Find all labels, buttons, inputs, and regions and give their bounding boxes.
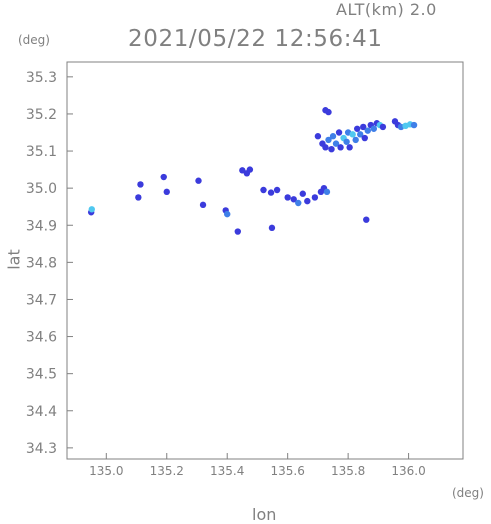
echo-point	[137, 181, 144, 188]
y-tick-label: 34.4	[26, 404, 57, 420]
y-tick-label: 35.0	[26, 181, 57, 197]
echo-point	[353, 125, 361, 132]
echo-point	[379, 123, 387, 131]
y-tick-label: 34.5	[26, 367, 57, 383]
echo-point	[325, 108, 332, 116]
y-tick-label: 35.3	[26, 70, 57, 86]
x-tick-label: 135.6	[270, 464, 304, 478]
y-tick-label: 35.1	[26, 144, 57, 160]
echo-point	[343, 138, 350, 145]
echo-point	[234, 228, 241, 235]
echo-point	[246, 166, 254, 173]
echo-point	[337, 144, 344, 151]
echo-point	[328, 145, 335, 153]
echo-point	[323, 188, 331, 196]
echo-point	[199, 201, 207, 209]
altitude-label: ALT(km) 2.0	[336, 0, 437, 19]
y-tick-label: 34.6	[26, 330, 57, 346]
echo-point	[267, 189, 275, 196]
x-tick-label: 135.0	[89, 464, 123, 478]
y-axis: 34.3 34.4 34.5 34.6 34.7 34.8 34.9 35.0 35.1 35.2…	[26, 70, 73, 457]
echo-point	[160, 173, 167, 181]
y-tick-label: 34.9	[26, 218, 57, 234]
echo-point	[304, 197, 311, 205]
echo-point	[410, 121, 418, 129]
echo-point	[239, 167, 246, 174]
x-tick-label: 135.4	[210, 464, 244, 478]
echo-point	[329, 133, 337, 140]
echo-point	[332, 140, 340, 147]
echo-point	[363, 216, 370, 223]
echo-point	[88, 206, 95, 213]
echo-point	[346, 144, 353, 151]
echo-point	[361, 134, 368, 142]
echo-point	[268, 224, 276, 232]
echo-point	[284, 194, 291, 201]
echo-point	[360, 123, 367, 131]
y-tick-label: 34.8	[26, 255, 57, 271]
echo-point	[311, 194, 319, 201]
y-tick-label: 34.3	[26, 441, 57, 457]
echo-point	[370, 125, 378, 132]
echo-point	[224, 210, 231, 218]
x-tick-label: 135.2	[150, 464, 184, 478]
y-tick-label: 35.2	[26, 107, 57, 123]
echo-point	[135, 194, 142, 201]
echo-point	[260, 186, 267, 194]
echo-point	[295, 199, 302, 207]
echo-point	[349, 131, 356, 138]
x-tick-label: 135.8	[331, 464, 365, 478]
echo-points	[87, 107, 418, 235]
echo-point	[195, 177, 202, 184]
echo-point	[357, 131, 364, 138]
echo-point	[364, 127, 371, 134]
echo-point	[163, 188, 170, 196]
plot-frame	[66, 61, 464, 460]
echo-point	[325, 136, 332, 144]
y-tick-label: 34.7	[26, 292, 57, 308]
x-axis: 135.0 135.2 135.4 135.6 135.8 136.0	[89, 453, 426, 478]
x-axis-unit: (deg)	[452, 486, 484, 500]
echo-point	[299, 190, 306, 197]
x-tick-label: 136.0	[391, 464, 425, 478]
timestamp-title: 2021/05/22 12:56:41	[128, 26, 383, 52]
y-axis-unit: (deg)	[18, 33, 50, 47]
echo-point	[314, 133, 322, 140]
echo-point	[273, 186, 281, 194]
echo-point	[352, 136, 359, 144]
x-axis-label: lon	[252, 505, 277, 524]
echo-point	[290, 196, 297, 203]
echo-point	[335, 129, 343, 136]
echo-point	[322, 144, 329, 151]
